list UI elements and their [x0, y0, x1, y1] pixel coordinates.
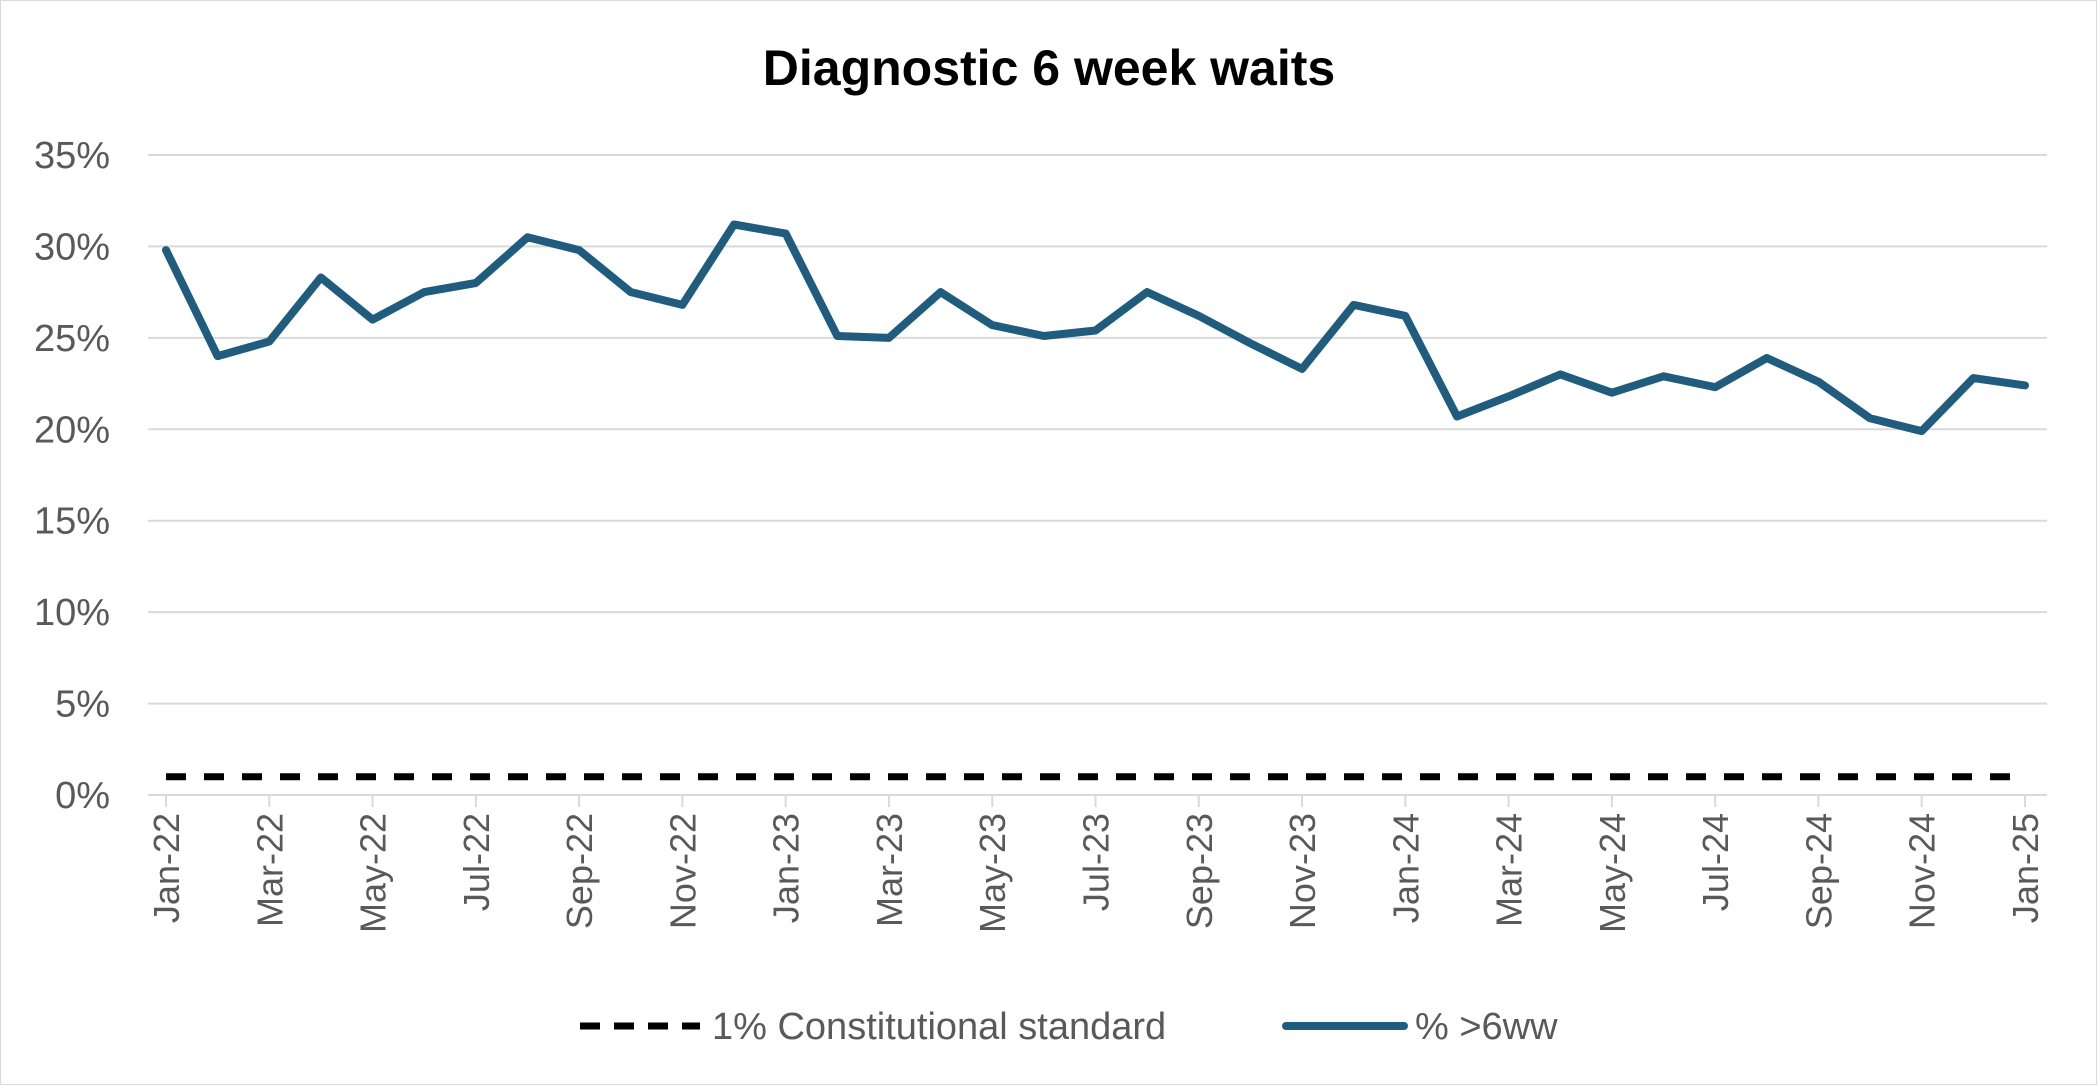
legend: 1% Constitutional standard % >6ww	[580, 1006, 1558, 1048]
x-tick-label: Sep-24	[1798, 813, 1839, 929]
x-tick-label: Jul-23	[1076, 813, 1117, 911]
x-tick-label: Nov-23	[1282, 813, 1323, 929]
y-axis-ticks: 0% 5% 10% 15% 20% 25% 30% 35%	[34, 135, 110, 817]
x-tick-label: Jul-22	[456, 813, 497, 911]
x-tick-label: Mar-23	[869, 813, 910, 927]
x-tick-label: Jul-24	[1695, 813, 1736, 911]
x-tick-label: Jan-22	[146, 813, 187, 923]
x-tick-label: Sep-22	[559, 813, 600, 929]
x-tick-label: May-23	[972, 813, 1013, 933]
y-tick-label: 35%	[34, 135, 110, 177]
x-axis: Jan-22 Mar-22 May-22 Jul-22 Sep-22 Nov-22 Jan-…	[146, 794, 2047, 933]
y-tick-label: 20%	[34, 409, 110, 451]
y-tick-label: 25%	[34, 318, 110, 360]
y-tick-label: 15%	[34, 501, 110, 543]
x-tick-label: Jan-24	[1385, 813, 1426, 923]
x-tick-label: May-24	[1592, 813, 1633, 933]
x-tick-label: Mar-24	[1489, 813, 1530, 927]
legend-label-percent: % >6ww	[1415, 1006, 1558, 1048]
y-tick-label: 5%	[55, 684, 110, 726]
series-lines	[162, 220, 2029, 781]
y-tick-label: 30%	[34, 226, 110, 268]
x-tick-label: Sep-23	[1179, 813, 1220, 929]
x-tick-label: Mar-22	[249, 813, 290, 927]
gridlines	[148, 154, 2047, 705]
y-tick-label: 0%	[55, 775, 110, 817]
percent-over-6ww-line	[162, 220, 2029, 436]
chart-title: Diagnostic 6 week waits	[763, 40, 1335, 96]
x-tick-label: May-22	[353, 813, 394, 933]
x-tick-label: Jan-25	[2005, 813, 2046, 923]
x-tick-label: Jan-23	[766, 813, 807, 923]
y-tick-label: 10%	[34, 592, 110, 634]
x-tick-label: Nov-24	[1902, 813, 1943, 929]
x-tick-label: Nov-22	[662, 813, 703, 929]
legend-label-standard: 1% Constitutional standard	[712, 1006, 1166, 1048]
